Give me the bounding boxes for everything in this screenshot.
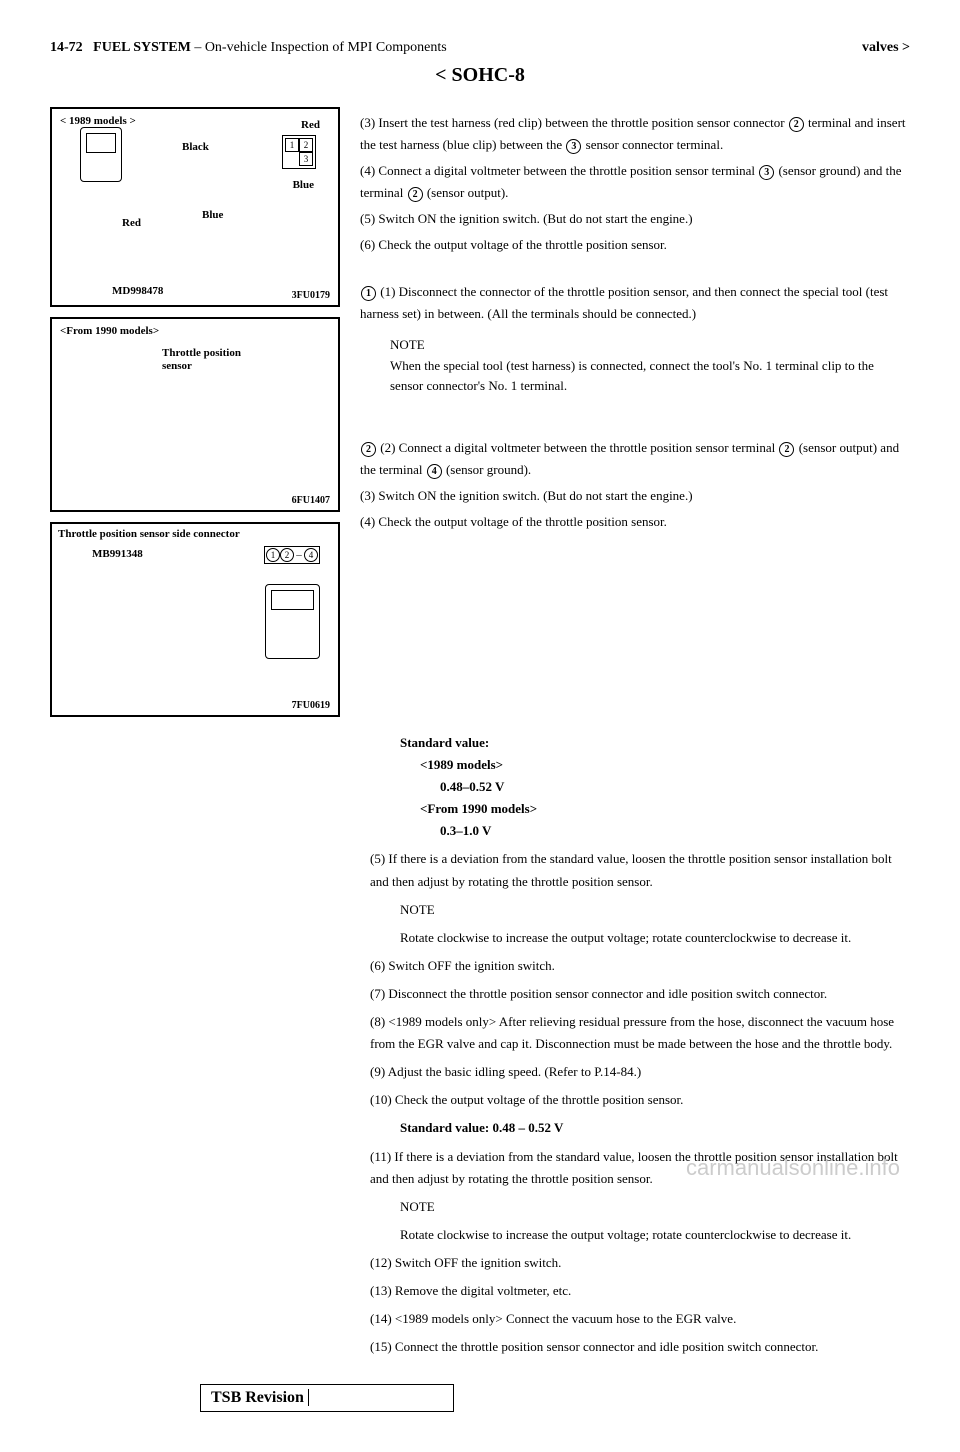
note-11-header: NOTE	[370, 1196, 910, 1218]
common-steps: Standard value: <1989 models> 0.48–0.52 …	[50, 732, 910, 1358]
fig1-connector-icon: 12 3	[282, 135, 316, 169]
step-13-common: (13) Remove the digital voltmeter, etc.	[370, 1280, 910, 1302]
model-title: < SOHC-8	[50, 64, 910, 87]
step-c2b-text: (sensor ground).	[446, 462, 531, 477]
fig1-lead-blue: Blue	[202, 209, 223, 221]
step-9-common: (9) Adjust the basic idling speed. (Refe…	[370, 1061, 910, 1083]
fig1-tool: MD998478	[112, 285, 163, 297]
fig1-code: 3FU0179	[292, 290, 330, 301]
step-5: (5) Switch ON the ignition switch. (But …	[360, 208, 910, 230]
fig3-pin-1: 1	[266, 548, 280, 562]
page-ref: 14-72	[50, 40, 83, 55]
step-c4: (4) Check the output voltage of the thro…	[360, 511, 910, 533]
fig2-model-tag: <From 1990 models>	[60, 325, 159, 337]
fig3-tool: MB991348	[92, 548, 143, 560]
step4b-text: (sensor output).	[427, 185, 509, 200]
step-4: (4) Connect a digital voltmeter between …	[360, 160, 910, 204]
std-label: Standard value:	[400, 735, 489, 750]
fig3-connector-icon: 12–4	[264, 546, 320, 564]
steps-1989: (3) Insert the test harness (red clip) b…	[360, 112, 910, 257]
step-b1-text: (1) Disconnect the connector of the thro…	[360, 284, 888, 321]
std-1990-value: 0.3–1.0 V	[400, 823, 491, 838]
page-subsection: – On-vehicle Inspection of MPI Component…	[194, 40, 446, 55]
terminal-4: 4	[427, 464, 442, 479]
fig2-tps-label: Throttle position sensor	[162, 347, 262, 373]
fig1-lead-red: Red	[122, 217, 141, 229]
note-header-1: NOTE	[390, 335, 910, 356]
terminal-2: 2	[789, 117, 804, 132]
step-3: (3) Insert the test harness (red clip) b…	[360, 112, 910, 156]
step-10-common: (10) Check the output voltage of the thr…	[370, 1089, 910, 1111]
step-6: (6) Check the output voltage of the thro…	[360, 234, 910, 256]
fig3-multimeter-icon	[265, 584, 320, 659]
std2-block: Standard value: 0.48 – 0.52 V	[370, 1117, 910, 1139]
page-header: 14-72 FUEL SYSTEM – On-vehicle Inspectio…	[50, 40, 910, 56]
step3c-text: sensor connector terminal.	[586, 137, 724, 152]
sohc-tag: < SOHC-8	[435, 64, 525, 86]
section-title: FUEL SYSTEM	[93, 40, 191, 55]
figure-test-harness: Throttle position sensor side connector …	[50, 522, 340, 717]
pin-1: 1	[285, 138, 299, 152]
terminal-2b: 2	[408, 187, 423, 202]
step-b1: 1 (1) Disconnect the connector of the th…	[360, 281, 910, 325]
note-block-1: NOTE When the special tool (test harness…	[360, 335, 910, 397]
note-11-body: Rotate clockwise to increase the output …	[370, 1224, 910, 1246]
step-5-common: (5) If there is a deviation from the sta…	[370, 848, 910, 892]
std2-value: 0.48 – 0.52 V	[492, 1120, 563, 1135]
pin-3: 3	[299, 152, 313, 166]
tsb-box: TSB Revision	[200, 1384, 454, 1412]
note-body-1: When the special tool (test harness) is …	[390, 356, 910, 398]
fig3-top-label: Throttle position sensor side connector	[58, 528, 328, 540]
fig3-code: 7FU0619	[292, 700, 330, 711]
terminal-3: 3	[566, 139, 581, 154]
std-block: Standard value: <1989 models> 0.48–0.52 …	[370, 732, 910, 842]
multimeter-icon	[80, 127, 122, 182]
figure-1989-models: < 1989 models > Red Black 12 3 Blue Red …	[50, 107, 340, 307]
watermark: carmanualsonline.info	[686, 1155, 900, 1181]
step-c2: 2 (2) Connect a digital voltmeter betwee…	[360, 437, 910, 481]
step3-text: Insert the test harness (red clip) betwe…	[378, 115, 784, 130]
terminal-3b: 3	[759, 165, 774, 180]
fig2-code: 6FU1407	[292, 495, 330, 506]
fig3-pin-2: 2	[280, 548, 294, 562]
step4-text: (4) Connect a digital voltmeter between …	[360, 163, 755, 178]
step-7-common: (7) Disconnect the throttle position sen…	[370, 983, 910, 1005]
step-number-1: 1	[361, 286, 376, 301]
fig1-red-label: Red	[301, 119, 320, 131]
terminal-2d: 2	[779, 442, 794, 457]
fig3-pin-4: 4	[304, 548, 318, 562]
step-c3: (3) Switch ON the ignition switch. (But …	[360, 485, 910, 507]
std-1989-value: 0.48–0.52 V	[400, 779, 504, 794]
figure-from-1990: <From 1990 models> Throttle position sen…	[50, 317, 340, 512]
fig1-black-label: Black	[182, 141, 209, 153]
std2-label: Standard value:	[400, 1120, 489, 1135]
step-8-common: (8) <1989 models only> After relieving r…	[370, 1011, 910, 1055]
pin-2: 2	[299, 138, 313, 152]
std-1990-label: <From 1990 models>	[400, 801, 537, 816]
fig1-blue-label: Blue	[293, 179, 314, 191]
std-1989-label: <1989 models>	[400, 757, 503, 772]
fig1-model-tag: < 1989 models >	[60, 115, 136, 127]
step-6-common: (6) Switch OFF the ignition switch.	[370, 955, 910, 977]
step-12-common: (12) Switch OFF the ignition switch.	[370, 1252, 910, 1274]
terminal-2c: 2	[361, 442, 376, 457]
valves-label: valves >	[862, 40, 910, 56]
steps-1990: 1 (1) Disconnect the connector of the th…	[360, 281, 910, 325]
step-15-common: (15) Connect the throttle position senso…	[370, 1336, 910, 1358]
tsb-label: TSB Revision	[211, 1389, 304, 1406]
step-c2-text: (2) Connect a digital voltmeter between …	[380, 440, 775, 455]
note-5-body: Rotate clockwise to increase the output …	[370, 927, 910, 949]
step-14-common: (14) <1989 models only> Connect the vacu…	[370, 1308, 910, 1330]
note-5-header: NOTE	[370, 899, 910, 921]
steps-c: 2 (2) Connect a digital voltmeter betwee…	[360, 437, 910, 533]
